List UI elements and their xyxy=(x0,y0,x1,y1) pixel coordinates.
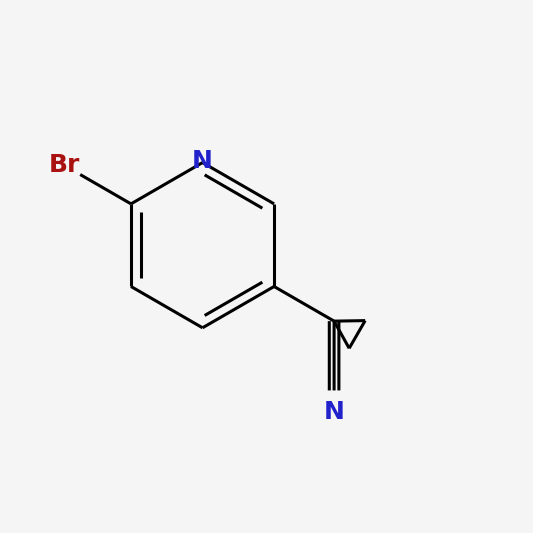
Text: N: N xyxy=(324,400,344,424)
Text: Br: Br xyxy=(49,153,80,177)
Text: N: N xyxy=(192,149,213,173)
